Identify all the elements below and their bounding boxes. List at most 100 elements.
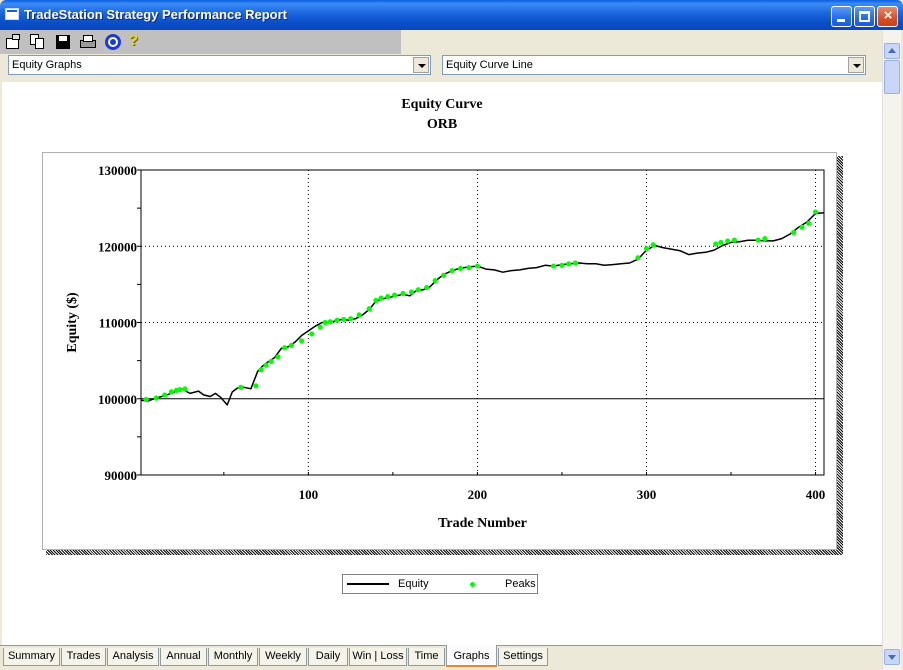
x-axis-label: Trade Number bbox=[438, 516, 527, 531]
copy-button[interactable] bbox=[29, 33, 47, 51]
peaks-layer bbox=[143, 209, 819, 403]
help-button[interactable]: ? bbox=[126, 32, 144, 51]
tab-win-loss[interactable]: Win | Loss bbox=[349, 648, 407, 666]
close-icon: × bbox=[883, 7, 893, 24]
peak-point bbox=[327, 319, 333, 325]
equity-series-line bbox=[140, 211, 825, 406]
peak-point bbox=[317, 324, 323, 330]
peak-point bbox=[322, 319, 328, 326]
peak-point bbox=[263, 362, 269, 368]
chevron-down-icon[interactable] bbox=[413, 57, 429, 73]
peak-point bbox=[309, 331, 315, 337]
x-tick-label: 200 bbox=[468, 487, 488, 502]
peak-point bbox=[643, 245, 650, 252]
save-button[interactable] bbox=[54, 33, 72, 51]
chart-title: Equity Curve bbox=[401, 97, 483, 112]
peak-point bbox=[718, 239, 724, 246]
peak-point bbox=[731, 237, 737, 243]
tab-settings[interactable]: Settings bbox=[498, 648, 548, 666]
peak-point bbox=[572, 260, 579, 266]
chevron-down-icon[interactable] bbox=[848, 57, 864, 73]
tab-graphs[interactable]: Graphs bbox=[446, 645, 497, 667]
close-button[interactable]: × bbox=[877, 6, 898, 27]
peak-point bbox=[288, 342, 295, 348]
tab-annual[interactable]: Annual bbox=[160, 648, 207, 666]
tab-weekly[interactable]: Weekly bbox=[259, 648, 307, 666]
maximize-button[interactable] bbox=[854, 6, 875, 27]
peak-point bbox=[182, 386, 188, 392]
y-tick-label: 130000 bbox=[98, 163, 137, 178]
report-content: Equity Curve ORB 100 200 300 400 90000 100000… bbox=[2, 82, 882, 645]
peak-point bbox=[143, 396, 149, 403]
scroll-thumb[interactable] bbox=[884, 60, 900, 94]
peak-point bbox=[153, 395, 159, 401]
target-button[interactable] bbox=[104, 33, 122, 51]
tab-summary[interactable]: Summary bbox=[3, 648, 60, 666]
tab-daily[interactable]: Daily bbox=[308, 648, 348, 666]
tab-time[interactable]: Time bbox=[408, 648, 445, 666]
peak-point bbox=[177, 387, 183, 393]
minimize-icon bbox=[837, 19, 845, 22]
peak-point bbox=[366, 306, 372, 312]
peak-point bbox=[356, 312, 362, 318]
tab-analysis[interactable]: Analysis bbox=[107, 648, 159, 666]
peak-point bbox=[713, 241, 719, 247]
peak-point bbox=[378, 295, 384, 301]
peak-point bbox=[432, 277, 438, 284]
chart-shadow bbox=[46, 550, 843, 555]
peak-point bbox=[253, 383, 259, 389]
series-layer bbox=[140, 211, 825, 406]
y-tick-label: 90000 bbox=[105, 468, 138, 483]
report-type-value: Equity Graphs bbox=[12, 59, 82, 71]
legend-equity-swatch bbox=[347, 583, 389, 585]
peak-point bbox=[168, 389, 175, 395]
peak-point bbox=[762, 236, 768, 242]
graph-type-select[interactable]: Equity Curve Line bbox=[442, 55, 866, 75]
peak-point bbox=[282, 345, 288, 351]
peak-point bbox=[474, 263, 481, 269]
y-tick-label: 100000 bbox=[98, 392, 137, 407]
scroll-down-icon[interactable] bbox=[884, 649, 900, 665]
peak-point bbox=[400, 290, 406, 297]
peak-point bbox=[812, 209, 819, 215]
peak-point bbox=[238, 384, 244, 390]
report-tabs: Summary Trades Analysis Annual Monthly Weekly… bbox=[0, 645, 882, 670]
print-button[interactable] bbox=[79, 33, 97, 51]
peak-point bbox=[162, 392, 168, 398]
properties-button[interactable] bbox=[4, 33, 22, 51]
peak-point bbox=[755, 237, 761, 243]
axes bbox=[137, 169, 825, 476]
report-type-select[interactable]: Equity Graphs bbox=[8, 55, 431, 75]
y-tick-label: 110000 bbox=[99, 316, 137, 331]
app-window-icon bbox=[5, 8, 19, 20]
peak-point bbox=[385, 293, 391, 300]
chart-legend: Equity Peaks bbox=[342, 574, 538, 594]
maximize-icon bbox=[859, 11, 870, 22]
peak-point bbox=[559, 262, 565, 268]
equity-chart: 100 200 300 400 90000 100000 110000 120000 13000… bbox=[65, 163, 826, 531]
peak-point bbox=[258, 367, 264, 373]
peak-point bbox=[466, 265, 472, 271]
peak-point bbox=[424, 284, 430, 291]
tab-monthly[interactable]: Monthly bbox=[208, 648, 258, 666]
peak-point bbox=[790, 229, 797, 236]
x-tick-label: 300 bbox=[637, 487, 657, 502]
y-axis-label: Equity ($) bbox=[65, 292, 80, 353]
peak-point bbox=[408, 289, 415, 295]
help-icon: ? bbox=[129, 32, 139, 49]
chart-subtitle: ORB bbox=[426, 117, 458, 132]
peak-point bbox=[566, 261, 572, 267]
legend-peaks-label: Peaks bbox=[505, 578, 536, 590]
tab-trades[interactable]: Trades bbox=[61, 648, 106, 666]
legend-peaks-swatch bbox=[470, 582, 475, 587]
vertical-scrollbar[interactable] bbox=[882, 30, 901, 670]
peak-point bbox=[635, 255, 641, 261]
minimize-button[interactable] bbox=[831, 6, 852, 27]
peak-point bbox=[373, 297, 379, 303]
peak-point bbox=[391, 292, 398, 298]
peak-point bbox=[806, 220, 812, 226]
peak-point bbox=[275, 354, 281, 360]
graph-type-value: Equity Curve Line bbox=[446, 59, 533, 71]
scroll-up-icon[interactable] bbox=[884, 43, 900, 59]
x-tick-label: 400 bbox=[806, 487, 826, 502]
